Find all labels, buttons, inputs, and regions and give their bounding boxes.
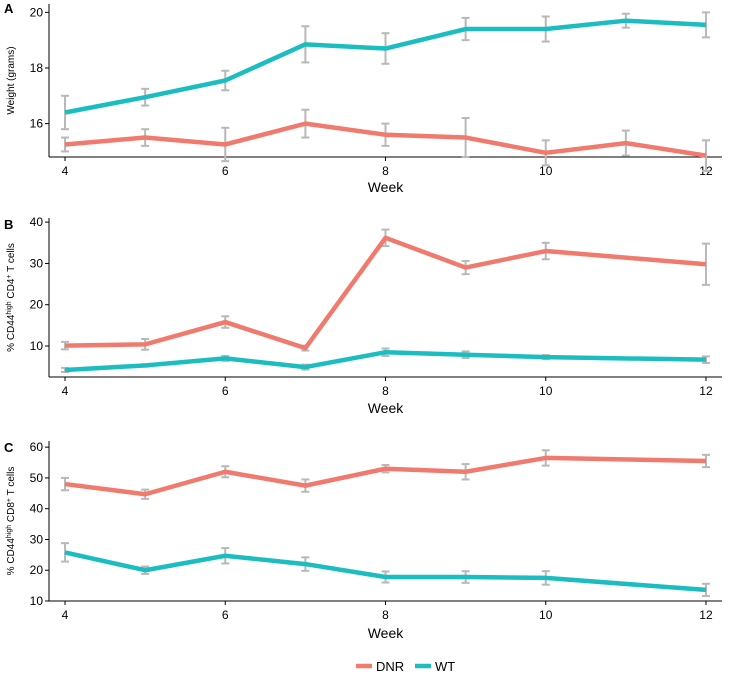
y-tick-label: 10 [30, 339, 44, 353]
x-tick-label: 6 [222, 164, 229, 178]
x-tick-label: 4 [62, 164, 69, 178]
x-tick-label: 6 [222, 608, 229, 622]
y-tick-label: 30 [30, 532, 44, 546]
y-axis-label-part: T cells [6, 467, 17, 498]
y-tick-label: 20 [30, 5, 44, 19]
y-tick-label: 40 [30, 215, 44, 229]
y-axis-label-part: % CD44 [6, 538, 17, 576]
panel-c: C 10 20 30 40 50 60 4 6 8 10 12 Week % CD44high CD8+ … [4, 440, 722, 641]
y-axis-label-part: T cells [6, 243, 17, 274]
y-axis-label-part: % CD44 [6, 314, 17, 352]
y-tick-label: 16 [30, 117, 44, 131]
series-wt-line [64, 550, 707, 593]
y-tick-label: 18 [30, 61, 44, 75]
x-tick-label: 8 [382, 164, 389, 178]
y-axis-label-part: + [6, 274, 13, 278]
x-axis-label: Week [368, 625, 405, 641]
panel-letter: C [4, 440, 14, 455]
x-axis-label: Week [368, 400, 405, 416]
series-wt-errorbars [61, 542, 710, 598]
y-axis-label-part: + [6, 498, 13, 502]
series-wt-line [64, 18, 707, 115]
x-tick-label: 10 [539, 384, 553, 398]
x-tick-label: 6 [222, 384, 229, 398]
y-tick-label: 40 [30, 502, 44, 516]
y-axis-label: Weight (grams) [6, 46, 17, 114]
panel-b: B 10 20 30 40 4 6 8 10 12 Week % CD44high CD4+ T ce… [4, 215, 722, 416]
y-axis-label: % CD44high CD4+ T cells [6, 243, 18, 352]
series-wt-line [64, 349, 707, 373]
series-dnr-line [64, 121, 707, 158]
panel-letter: A [4, 1, 14, 16]
x-axis-label: Week [368, 179, 405, 195]
x-tick-label: 10 [539, 164, 553, 178]
y-tick-label: 20 [30, 563, 44, 577]
y-tick-label: 20 [30, 298, 44, 312]
series-dnr-line [64, 235, 707, 351]
y-tick-label: 60 [30, 440, 44, 454]
legend-label-wt: WT [435, 659, 455, 674]
x-tick-label: 4 [62, 608, 69, 622]
x-tick-label: 12 [699, 608, 713, 622]
y-axis-label-part: high [6, 525, 13, 538]
series-dnr-line [64, 455, 707, 497]
x-tick-label: 4 [62, 384, 69, 398]
x-tick-label: 10 [539, 608, 553, 622]
y-axis-label: % CD44high CD8+ T cells [6, 467, 18, 576]
series-dnr-errorbars [61, 228, 710, 352]
series-wt-errorbars [61, 11, 710, 131]
legend-label-dnr: DNR [376, 659, 404, 674]
y-axis-label-part: CD8 [6, 502, 17, 525]
y-tick-label: 50 [30, 471, 44, 485]
legend: DNR WT [356, 659, 455, 674]
x-tick-label: 8 [382, 608, 389, 622]
x-tick-label: 8 [382, 384, 389, 398]
y-axis-label-part: CD4 [6, 278, 17, 301]
y-tick-label: 10 [30, 594, 44, 608]
panel-a: A1618204681012WeekWeight (grams) [4, 1, 722, 195]
x-tick-label: 12 [699, 384, 713, 398]
y-tick-label: 30 [30, 256, 44, 270]
y-axis-label-part: high [6, 301, 13, 314]
panel-letter: B [4, 217, 13, 232]
